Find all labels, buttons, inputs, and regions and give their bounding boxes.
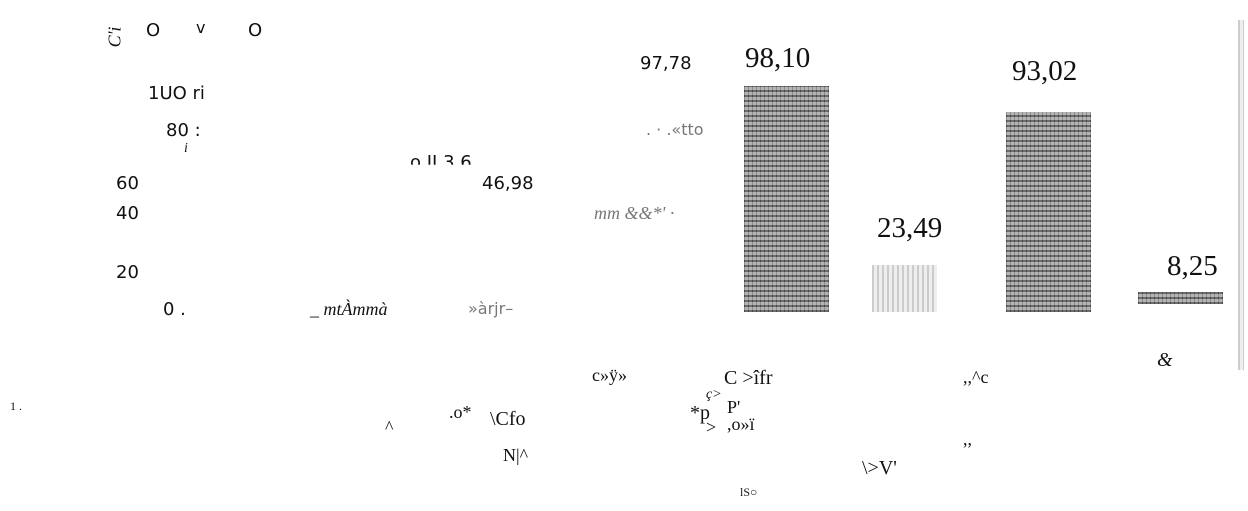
page: C'i O v O 1UO ri 80 : i o II 3 6 60 46,9… — [0, 0, 1248, 511]
fragment: 60 — [116, 175, 139, 193]
fragment: C >îfr — [724, 368, 773, 388]
fragment: ç> — [706, 388, 722, 402]
fragment: \>V' — [862, 458, 897, 478]
fragment: & — [1157, 350, 1173, 370]
fragment: i — [184, 142, 188, 156]
fragment: ,, — [963, 430, 972, 448]
fragment: . · .«tto — [646, 122, 704, 138]
fragment: 1UO ri — [148, 85, 205, 103]
fragment: ,,^c — [963, 368, 988, 386]
fragment: N|^ — [503, 446, 528, 464]
fragment: 1 . — [10, 400, 22, 412]
fragment: 98,10 — [745, 44, 810, 73]
fragment: C'i — [105, 27, 123, 48]
fragment: v — [196, 20, 205, 36]
fragment: O — [248, 22, 262, 40]
fragment: 0 . — [163, 301, 186, 319]
fragment: 93,02 — [1012, 57, 1077, 86]
fragment: mm &&*' · — [594, 204, 674, 222]
fragment: 23,49 — [877, 214, 942, 243]
fragment: .o* — [449, 403, 472, 421]
bar-image — [1006, 112, 1091, 312]
fragment: ^ — [385, 418, 393, 436]
fragment: ,o»ï — [727, 415, 755, 433]
fragment: 97,78 — [640, 55, 692, 73]
fragment: > — [706, 418, 716, 436]
fragment: 40 — [116, 205, 139, 223]
fragment: \Cfo — [490, 409, 526, 429]
fragment: 80 : — [166, 122, 201, 140]
fragment: o II 3 6 — [410, 154, 472, 172]
fragment: lS○ — [740, 486, 757, 498]
fragment: c»ÿ» — [592, 366, 627, 384]
edge-strip — [1238, 20, 1244, 370]
fragment: O — [146, 22, 160, 40]
fragment: 8,25 — [1167, 252, 1218, 281]
fragment: 20 — [116, 264, 139, 282]
bar-image — [744, 86, 829, 312]
fragment: »àrjr– — [468, 301, 513, 317]
bar-image — [1138, 292, 1223, 304]
fragment: 46,98 — [482, 175, 534, 193]
bar-image — [872, 265, 937, 312]
fragment: _ mtÀmmà — [310, 300, 388, 318]
